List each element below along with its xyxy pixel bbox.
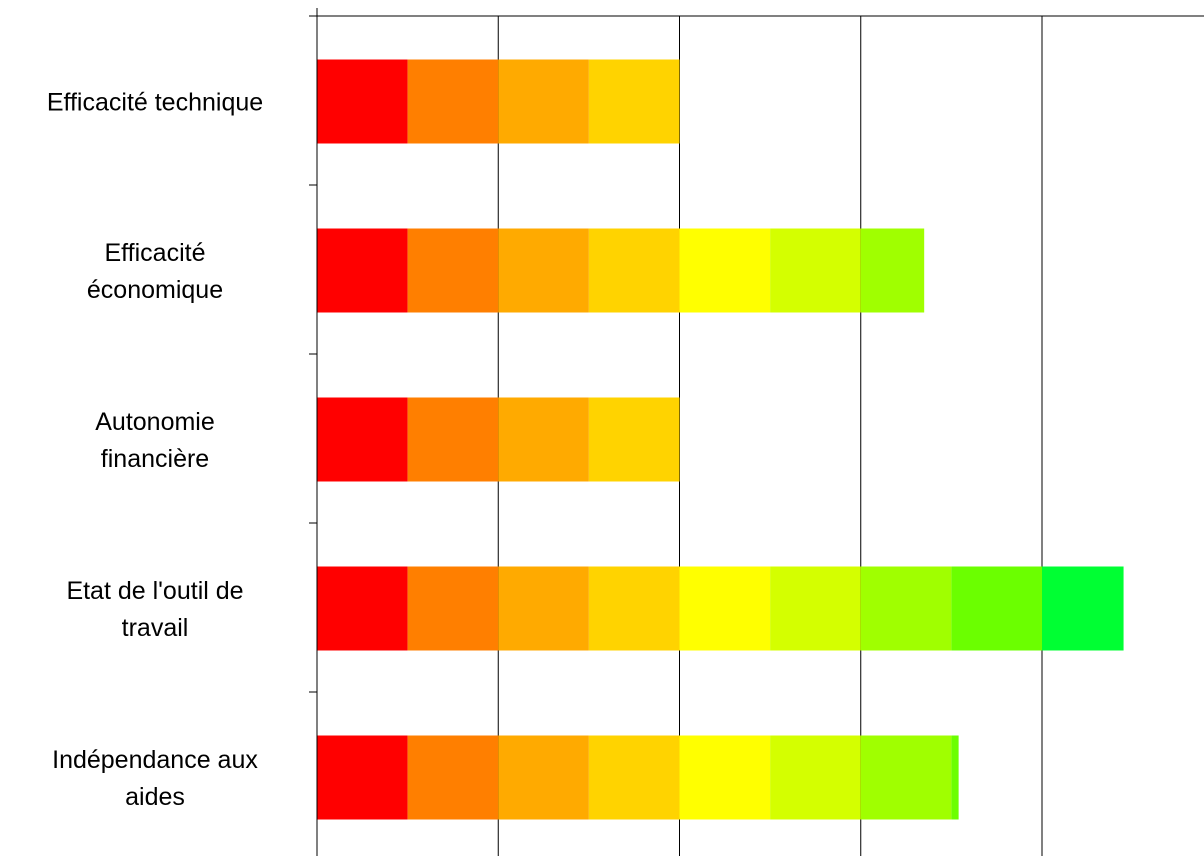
category-label: Etat de l'outil de travail [66, 577, 243, 642]
bar-segment [860, 735, 952, 820]
bar-segment [951, 735, 959, 820]
bar-segment [588, 397, 680, 482]
bar-segment [407, 228, 499, 313]
bar-segment [588, 566, 680, 651]
bar-segment [498, 566, 589, 651]
bar-segment [1042, 566, 1124, 651]
bar-segment [498, 397, 589, 482]
bar-segment [679, 566, 771, 651]
bar-segment [317, 735, 408, 820]
bar-segment [498, 228, 589, 313]
bar-segment [770, 566, 861, 651]
bar-segment [498, 59, 589, 144]
bar-segment [407, 59, 499, 144]
bar-segment [588, 735, 680, 820]
bar-segment [770, 735, 861, 820]
category-label: Efficacité technique [47, 89, 263, 117]
bar-segment [407, 735, 499, 820]
bar-segment [317, 228, 408, 313]
category-label: Autonomie financière [95, 408, 215, 473]
bar-segment [860, 228, 925, 313]
bar-segment [317, 59, 408, 144]
bar-segment [588, 228, 680, 313]
category-label: Indépendance aux aides [52, 746, 258, 811]
bar-segment [770, 228, 861, 313]
bar-segment [679, 228, 771, 313]
bar-segment [588, 59, 680, 144]
bar-segment [679, 735, 771, 820]
bar-segment [860, 566, 952, 651]
bars [317, 59, 1124, 820]
bar-segment [498, 735, 589, 820]
gridlines [317, 15, 1204, 856]
bar-segment [317, 566, 408, 651]
category-label: Efficacité économique [87, 239, 223, 304]
bar-segment [407, 566, 499, 651]
bar-segment [951, 566, 1042, 651]
category-labels: Efficacité technique Efficacité économique… [47, 89, 263, 812]
y-axis [309, 8, 318, 856]
bar-segment [407, 397, 499, 482]
bar-segment [317, 397, 408, 482]
